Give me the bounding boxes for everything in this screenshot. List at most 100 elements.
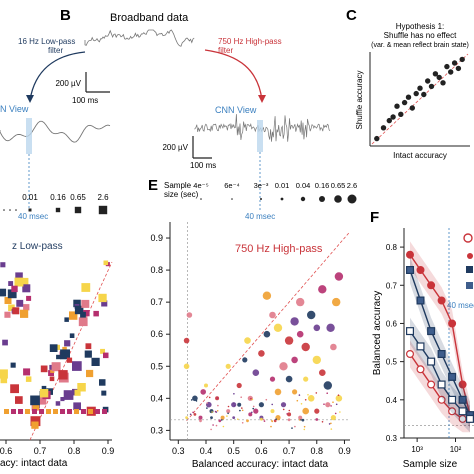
panel-c-title-3: (var. & mean reflect brain state) — [371, 42, 469, 49]
panel-e-point — [315, 418, 319, 421]
panel-e-point — [325, 402, 331, 408]
panel-e-point — [279, 362, 288, 371]
panel-e-point — [274, 388, 282, 396]
panel-f-marker — [427, 357, 436, 366]
panel-d-point — [53, 409, 58, 414]
panel-e-point — [270, 409, 275, 414]
panel-c-xlabel: Intact accuracy — [393, 151, 447, 160]
panel-e-point — [262, 418, 265, 421]
panel-d-point — [55, 401, 61, 406]
panel-d-xtick-label: 0.8 — [68, 446, 81, 456]
panel-d-point — [10, 362, 16, 368]
panel-e-point — [323, 381, 332, 390]
arrow-lowpass — [29, 51, 86, 101]
panel-e-point — [302, 407, 310, 415]
panel-d-xtick-label: 0.9 — [102, 446, 115, 456]
panel-e-xtick-label: 0.4 — [200, 446, 213, 456]
panel-c-point — [405, 94, 412, 100]
panel-e-point — [252, 369, 260, 377]
panel-d-point — [60, 409, 65, 414]
panel-c-point — [398, 111, 404, 118]
arrow-lowpass-head — [26, 95, 34, 103]
panel-f-legend-navy — [466, 266, 473, 273]
panel-e-point — [233, 404, 236, 407]
panel-d-point — [88, 409, 93, 414]
panel-e-size-tick: 0.16 — [315, 181, 330, 190]
panel-d-point — [80, 311, 86, 318]
panel-e-point — [253, 408, 259, 414]
panel-c-point — [444, 63, 450, 70]
panel-c-point — [451, 60, 458, 66]
panel-e-point — [186, 312, 193, 318]
panel-e-point — [262, 291, 272, 300]
panel-e-point — [312, 355, 321, 365]
panel-d-point — [49, 344, 58, 352]
panel-e-point — [294, 425, 296, 428]
panel-c-point — [380, 125, 387, 131]
panel-c-point — [409, 105, 415, 111]
panel-e-size-marker — [200, 198, 202, 200]
panel-d-size-tick: 0.16 — [50, 193, 66, 202]
panel-e-xtick-label: 0.3 — [172, 446, 185, 456]
panel-e-point — [265, 398, 268, 401]
scale-label-time-2: 100 ms — [190, 161, 216, 170]
panel-e-point — [222, 425, 225, 428]
panel-d-size-marker — [9, 209, 11, 211]
panel-e-point — [226, 415, 228, 417]
panel-d-point — [23, 304, 30, 311]
panel-d-point — [69, 311, 78, 320]
panel-e-point — [330, 343, 337, 351]
panel-f-marker — [437, 296, 446, 305]
panel-e-point — [330, 415, 336, 421]
panel-d-size-tick: 2.6 — [97, 193, 109, 202]
panel-e-point — [284, 336, 294, 345]
panel-d-point — [40, 365, 48, 373]
msec-left-label: 40 msec — [18, 212, 48, 221]
panel-d-point — [91, 357, 100, 366]
panel-e-size-tick: 0.65 — [331, 181, 346, 190]
panel-e-point — [273, 419, 277, 423]
cnn-view-left-label: N View — [0, 104, 29, 114]
panel-f-marker — [406, 327, 415, 336]
panel-e-point — [296, 399, 299, 402]
panel-d-point — [31, 421, 39, 429]
panel-e-point — [291, 356, 298, 364]
panel-e-point — [227, 412, 229, 415]
panel-d-point — [0, 369, 8, 379]
panel-e-point — [246, 419, 249, 423]
panel-e-xtick-label: 0.6 — [255, 446, 268, 456]
panel-e-point — [200, 389, 206, 395]
panel-d-point — [64, 317, 69, 322]
panel-d-size-marker — [3, 209, 5, 211]
highpass-label-1: 750 Hz High-pass — [218, 37, 282, 46]
panel-d-size-marker — [74, 206, 82, 214]
panel-e-point — [285, 375, 293, 383]
panel-d-point — [23, 368, 31, 376]
panel-d-point — [100, 348, 105, 354]
panel-d-point — [63, 390, 74, 400]
panel-e-point — [216, 397, 219, 399]
panel-e-point — [217, 404, 219, 407]
panel-f-marker — [448, 395, 457, 404]
panel-e-point — [318, 285, 327, 294]
panel-f-ytick-label: 0.3 — [386, 434, 398, 443]
panel-d-point — [67, 409, 72, 414]
panel-c-ylabel: Shuffle accuracy — [355, 71, 364, 130]
panel-e-point — [233, 402, 235, 405]
panel-c-letter: C — [346, 7, 357, 24]
panel-e-size-marker — [280, 197, 284, 201]
panel-d-point — [46, 409, 51, 414]
panel-e-point — [303, 376, 309, 382]
panel-d-point — [81, 299, 90, 308]
panel-e-size-marker — [231, 198, 233, 200]
panel-f-legend-steel — [466, 282, 473, 289]
panel-e-size-marker — [300, 196, 306, 202]
panel-c-point — [390, 114, 396, 120]
panel-e-point — [208, 396, 211, 399]
panel-f-marker — [437, 395, 446, 404]
highpass-label-2: filter — [218, 46, 233, 55]
panel-c-points — [374, 56, 465, 142]
panel-e-point — [226, 409, 231, 414]
panel-e-point — [298, 394, 301, 396]
panel-f-ytick-label: 0.6 — [386, 319, 398, 328]
